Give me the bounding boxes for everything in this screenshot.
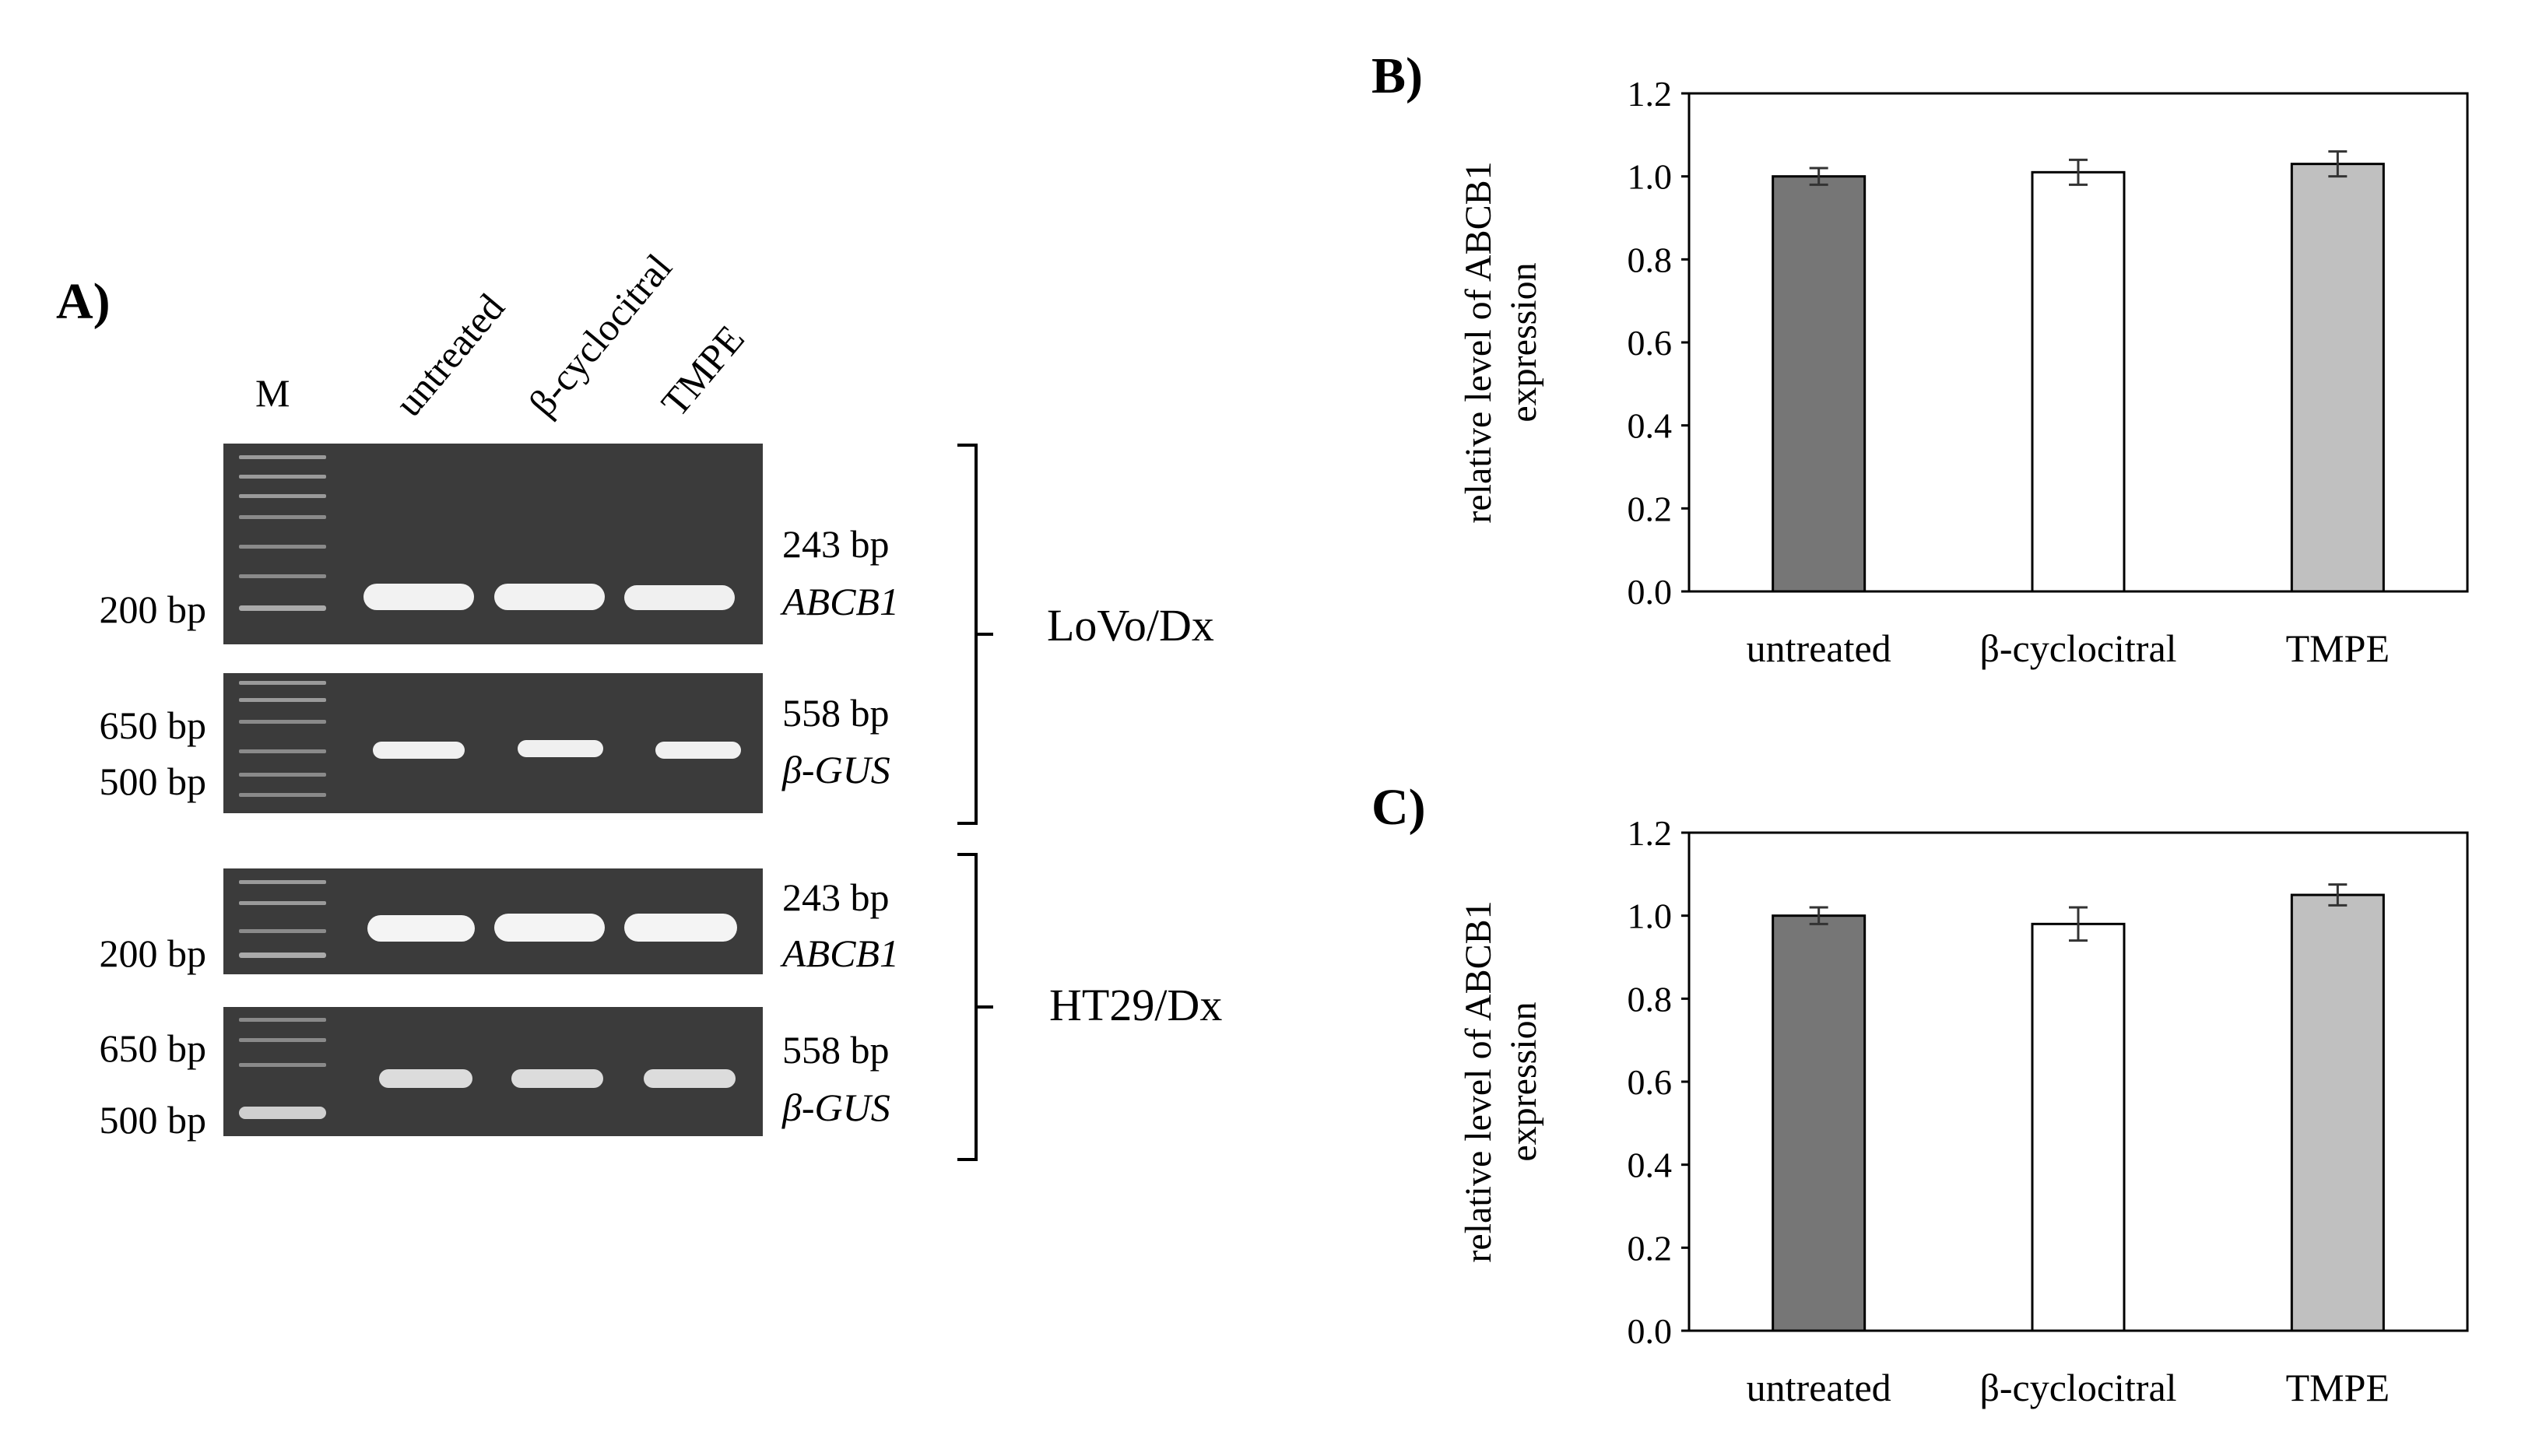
y-axis-label-line: relative level of ABCB1 — [1458, 161, 1499, 523]
gel-ht29-gus — [223, 1007, 763, 1136]
y-tick-label: 0.8 — [1628, 979, 1673, 1019]
band-size-label: 558 bp — [782, 691, 890, 735]
bar — [1772, 175, 1867, 593]
y-tick-label: 1.0 — [1628, 157, 1673, 197]
bar — [2290, 163, 2385, 593]
y-tick-label: 0.2 — [1628, 1228, 1673, 1268]
marker-label: 650 bp — [99, 703, 207, 747]
y-tick-label: 0.6 — [1628, 1062, 1673, 1102]
marker-label: 500 bp — [99, 1098, 207, 1142]
y-axis-label-line: expression — [1503, 1002, 1544, 1161]
panel-b-label: B) — [1371, 47, 1423, 104]
y-tick-label: 0.4 — [1628, 1146, 1673, 1185]
gene-label: ABCB1 — [782, 580, 899, 623]
y-tick-label: 1.2 — [1628, 74, 1673, 114]
x-tick-label: β-cyclocitral — [1979, 626, 2176, 670]
bar — [2290, 893, 2385, 1332]
panel-a-label: A) — [56, 273, 111, 330]
band-size-label: 243 bp — [782, 875, 890, 919]
marker-label: 200 bp — [99, 931, 207, 975]
bar — [2031, 922, 2126, 1332]
y-axis-label-line: relative level of ABCB1 — [1458, 900, 1499, 1262]
y-axis-label: relative level of ABCB1 expression — [1458, 161, 1544, 523]
gene-label: ABCB1 — [782, 931, 899, 975]
gel-ht29-abcb1 — [223, 868, 763, 974]
gene-label: β-GUS — [782, 748, 890, 791]
y-tick-label: 0.2 — [1628, 489, 1673, 528]
y-axis-label-line: expression — [1503, 262, 1544, 422]
y-axis-label: relative level of ABCB1 expression — [1458, 900, 1544, 1262]
marker-label: 650 bp — [99, 1026, 207, 1070]
marker-label: 500 bp — [99, 760, 207, 803]
gel-lovo-abcb1 — [223, 444, 763, 644]
x-tick-label: TMPE — [2286, 626, 2390, 670]
gel-lovo-abcb1-bands — [239, 455, 735, 611]
bracket-ht29 — [957, 853, 993, 1161]
y-tick-label: 1.2 — [1628, 813, 1673, 853]
chart-c: 0.0 0.2 0.4 0.6 0.8 1.0 1.2 relative level of A… — [1458, 813, 2469, 1409]
y-tick-label: 1.0 — [1628, 896, 1673, 936]
lane-label-tmpe: TMPE — [652, 317, 753, 425]
gel-ht29-gus-bands — [239, 1018, 736, 1119]
bar — [1772, 914, 1867, 1332]
gel-ht29-abcb1-bands — [239, 880, 737, 958]
gel-lovo-gus — [223, 673, 763, 813]
band-size-label: 243 bp — [782, 522, 890, 566]
band-size-label: 558 bp — [782, 1028, 890, 1072]
gel-lovo-gus-bands — [239, 681, 741, 797]
y-tick-label: 0.0 — [1628, 572, 1673, 612]
marker-label: 200 bp — [99, 588, 207, 631]
x-tick-label: untreated — [1747, 1366, 1891, 1409]
lane-label-untreated: untreated — [386, 285, 513, 425]
cell-line-label: LoVo/Dx — [1047, 600, 1214, 651]
x-tick-label: β-cyclocitral — [1979, 1366, 2176, 1409]
bracket-lovo — [957, 444, 993, 825]
y-tick-label: 0.0 — [1628, 1311, 1673, 1351]
y-tick-label: 0.8 — [1628, 240, 1673, 279]
gene-label: β-GUS — [782, 1086, 890, 1129]
y-tick-label: 0.6 — [1628, 323, 1673, 363]
x-tick-label: untreated — [1747, 626, 1891, 670]
y-tick-label: 0.4 — [1628, 406, 1673, 446]
x-tick-label: TMPE — [2286, 1366, 2390, 1409]
bar — [2031, 170, 2126, 593]
marker-lane-label: M — [255, 371, 290, 415]
cell-line-label: HT29/Dx — [1049, 980, 1223, 1030]
chart-b: 0.0 0.2 0.4 0.6 0.8 1.0 1.2 relative level of A… — [1458, 74, 2469, 670]
panel-c-label: C) — [1371, 779, 1426, 836]
